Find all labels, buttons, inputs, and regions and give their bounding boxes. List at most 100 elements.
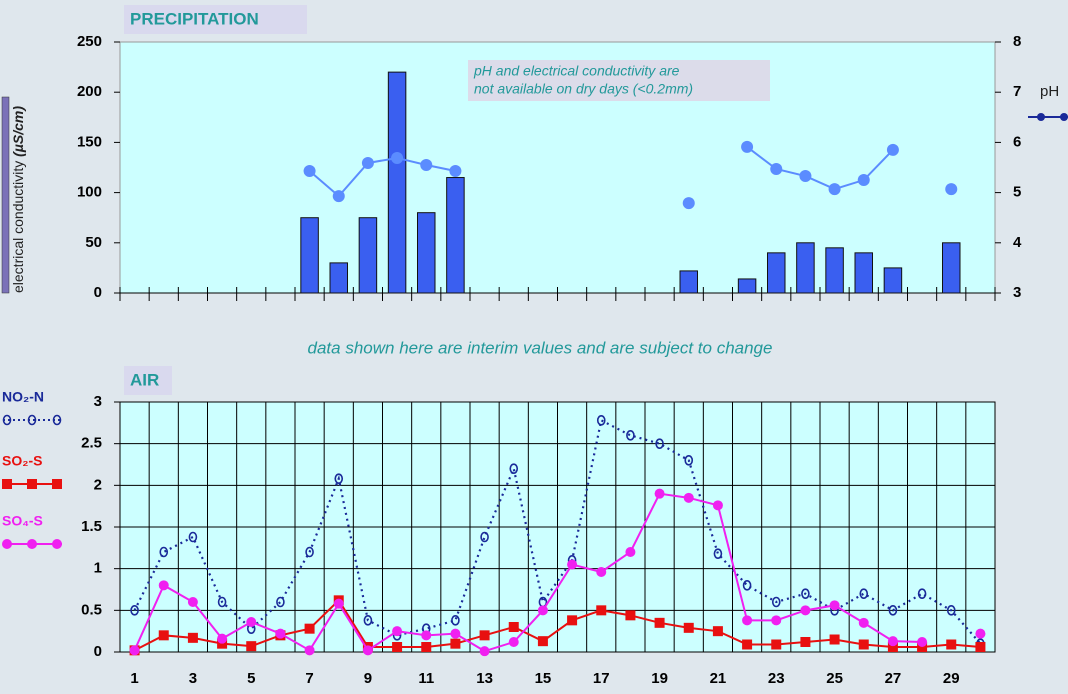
series-line bbox=[746, 146, 894, 191]
y-tick-label: 0 bbox=[94, 284, 102, 301]
bar bbox=[854, 252, 873, 294]
marker bbox=[421, 630, 432, 641]
marker bbox=[304, 623, 315, 634]
marker bbox=[742, 580, 752, 591]
marker bbox=[2, 479, 12, 489]
y-tick-label: 0 bbox=[94, 643, 102, 660]
marker bbox=[479, 630, 490, 641]
marker bbox=[771, 639, 782, 650]
bar bbox=[767, 252, 786, 294]
marker bbox=[450, 628, 461, 639]
y-tick-label: 2 bbox=[94, 476, 102, 493]
bar bbox=[446, 177, 465, 294]
marker bbox=[829, 634, 840, 645]
marker bbox=[509, 463, 519, 474]
marker bbox=[187, 597, 198, 607]
marker bbox=[683, 622, 694, 633]
marker bbox=[363, 615, 373, 626]
marker bbox=[770, 163, 783, 176]
marker bbox=[800, 605, 811, 616]
y-tick-label: 250 bbox=[77, 33, 102, 50]
x-tick-label: 23 bbox=[768, 670, 785, 687]
marker bbox=[508, 637, 519, 647]
marker bbox=[159, 546, 169, 558]
y-tick-label: 3 bbox=[94, 393, 102, 410]
marker bbox=[801, 588, 810, 599]
marker bbox=[158, 580, 169, 591]
marker bbox=[682, 197, 695, 210]
y-unit: (µS/cm) bbox=[10, 106, 26, 157]
x-tick-label: 27 bbox=[885, 670, 902, 687]
legend-label: pH bbox=[1040, 83, 1059, 100]
x-tick-label: 17 bbox=[593, 670, 610, 687]
legend-swatch bbox=[1, 96, 10, 294]
y-tick-label: 50 bbox=[85, 234, 102, 251]
marker bbox=[537, 636, 548, 647]
marker bbox=[829, 600, 840, 611]
marker bbox=[52, 539, 62, 549]
marker bbox=[276, 596, 285, 608]
bar bbox=[737, 278, 757, 294]
marker bbox=[334, 473, 344, 484]
marker bbox=[217, 633, 228, 644]
marker bbox=[508, 622, 519, 632]
marker bbox=[887, 642, 898, 652]
marker bbox=[625, 610, 636, 621]
bar bbox=[679, 270, 698, 294]
marker bbox=[392, 626, 403, 637]
marker bbox=[420, 158, 433, 171]
marker bbox=[712, 500, 723, 511]
marker bbox=[742, 639, 753, 650]
bar bbox=[300, 217, 319, 294]
marker bbox=[975, 642, 986, 652]
marker bbox=[858, 617, 869, 628]
marker bbox=[684, 455, 694, 466]
marker bbox=[27, 479, 37, 489]
x-tick-label: 1 bbox=[130, 670, 138, 687]
marker bbox=[945, 183, 958, 196]
marker bbox=[771, 615, 782, 626]
y-tick-label: 2.5 bbox=[81, 435, 102, 452]
marker bbox=[333, 598, 344, 609]
marker bbox=[712, 626, 723, 637]
x-tick-label: 25 bbox=[826, 670, 843, 687]
marker bbox=[887, 636, 898, 647]
marker bbox=[480, 531, 489, 543]
y-tick-label: 150 bbox=[77, 133, 102, 150]
x-tick-label: 9 bbox=[364, 670, 372, 687]
x-tick-label: 19 bbox=[651, 670, 668, 687]
title-box bbox=[124, 5, 307, 34]
y-tick-label: 100 bbox=[77, 184, 102, 201]
note: data shown here are interim values and a… bbox=[308, 338, 773, 357]
marker bbox=[683, 492, 694, 503]
marker bbox=[917, 637, 928, 647]
marker bbox=[800, 637, 811, 647]
y2-tick-label: 5 bbox=[1013, 184, 1021, 201]
marker bbox=[2, 539, 12, 549]
marker bbox=[129, 645, 140, 656]
marker bbox=[946, 605, 956, 616]
x-tick-label: 7 bbox=[305, 670, 313, 687]
x-tick-label: 3 bbox=[189, 670, 197, 687]
legend-label: SO₄-S bbox=[2, 513, 43, 529]
annotation: not available on dry days (<0.2mm) bbox=[474, 81, 693, 97]
x-tick-label: 29 bbox=[943, 670, 960, 687]
bar bbox=[329, 262, 348, 294]
y-axis-label: electrical conductivity (µS/cm) bbox=[10, 106, 26, 293]
marker bbox=[479, 646, 490, 657]
marker bbox=[975, 628, 986, 639]
marker bbox=[246, 617, 257, 627]
marker bbox=[451, 615, 460, 626]
x-tick-label: 15 bbox=[535, 670, 552, 687]
marker bbox=[741, 140, 754, 153]
marker bbox=[332, 190, 345, 203]
marker bbox=[188, 531, 198, 543]
y2-tick-label: 8 bbox=[1013, 33, 1021, 50]
x-tick-label: 5 bbox=[247, 670, 255, 687]
marker bbox=[828, 183, 841, 196]
marker bbox=[654, 617, 665, 628]
legend-marker bbox=[1060, 113, 1068, 121]
marker bbox=[537, 605, 548, 616]
bar bbox=[883, 267, 903, 294]
